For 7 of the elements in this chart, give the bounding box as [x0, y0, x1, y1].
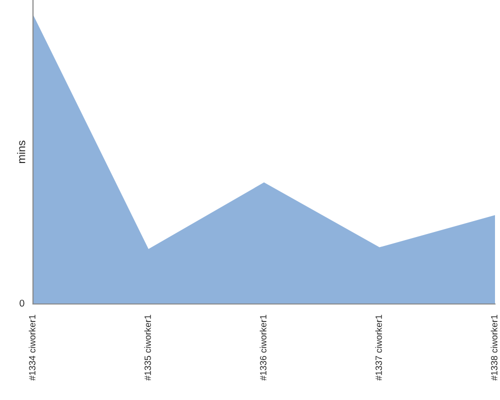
x-tick-label: #1336 ciworker1 [260, 314, 266, 381]
x-tick-label: #1338 ciworker1 [490, 314, 498, 381]
y-axis-title: mins [17, 140, 26, 163]
x-tick-label: #1334 ciworker1 [28, 314, 36, 381]
text: 0 [20, 300, 24, 307]
x-tick-label: #1335 ciworker1 [144, 314, 151, 381]
x-tick-label: #1337 ciworker1 [375, 314, 382, 381]
